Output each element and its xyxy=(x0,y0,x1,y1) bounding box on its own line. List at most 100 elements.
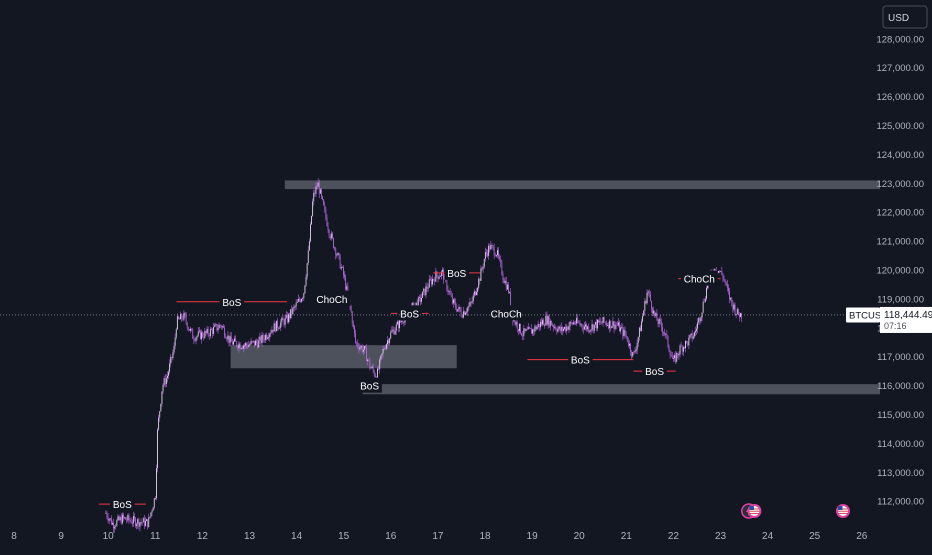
candle-body xyxy=(264,334,266,341)
supply-demand-zone xyxy=(230,345,457,369)
candle-body xyxy=(341,266,343,268)
currency-label: USD xyxy=(888,13,909,24)
currency-button[interactable] xyxy=(882,5,928,29)
candle-body xyxy=(565,326,567,331)
candle-body xyxy=(682,346,684,352)
candle-body xyxy=(277,320,278,328)
candle-body xyxy=(274,323,276,332)
candle-body xyxy=(289,314,290,319)
candle-body xyxy=(603,317,605,322)
candle-body xyxy=(147,519,149,528)
candle-body xyxy=(662,327,663,333)
candle-body xyxy=(117,516,119,521)
time-axis[interactable]: 8 9 10 11 12 13 14 15 16 17 18 19 20 21 22 23 24 25 26 xyxy=(11,531,868,542)
candle-body xyxy=(415,302,417,306)
candle-body xyxy=(726,283,728,288)
candle-body xyxy=(695,330,696,333)
candle-body xyxy=(200,330,201,340)
candle-body xyxy=(292,307,294,315)
candle-body xyxy=(134,516,135,519)
x-tick-label: 15 xyxy=(338,531,350,542)
candle-body xyxy=(646,292,648,304)
candle-body xyxy=(532,329,534,334)
candle-body xyxy=(423,288,425,292)
x-tick-label: 20 xyxy=(574,531,586,542)
candle-body xyxy=(187,328,189,330)
candle-body xyxy=(692,336,694,339)
candle-body xyxy=(325,209,327,218)
candle-body xyxy=(312,201,314,216)
candle-body xyxy=(355,333,356,343)
candle-body xyxy=(471,301,473,303)
candle-body xyxy=(347,286,349,295)
candle-body xyxy=(596,321,597,329)
candle-body xyxy=(481,268,483,270)
candle-body xyxy=(195,337,197,341)
candle-body xyxy=(483,258,485,267)
candle-body xyxy=(526,329,528,331)
candle-body xyxy=(181,313,183,319)
candle-body xyxy=(135,518,136,527)
candle-body xyxy=(239,343,241,349)
candle-body xyxy=(632,352,634,357)
candle-body xyxy=(396,321,398,325)
candle-body xyxy=(256,340,257,343)
candle-body xyxy=(332,233,333,238)
x-tick-label: 11 xyxy=(150,531,161,542)
candle-body xyxy=(479,278,481,281)
candle-body xyxy=(285,314,287,318)
candle-body xyxy=(556,329,558,332)
price-axis[interactable]: 128,000.00 127,000.00 126,000.00 125,000.00… xyxy=(876,34,924,507)
y-tick-label: 114,000.00 xyxy=(877,439,924,450)
candle-body xyxy=(412,302,414,306)
candle-body xyxy=(566,326,568,331)
candle-body xyxy=(523,328,525,336)
candle-body xyxy=(174,337,176,346)
candle-body xyxy=(641,321,642,332)
candle-body xyxy=(247,345,249,348)
candle-body xyxy=(110,518,112,525)
candle-body xyxy=(455,302,457,308)
candle-body xyxy=(601,322,603,324)
candle-body xyxy=(242,345,244,349)
candle-body xyxy=(533,329,535,332)
structure-label-background xyxy=(568,351,593,367)
candle-body xyxy=(602,317,604,323)
candle-body xyxy=(301,299,303,302)
candle-body xyxy=(428,279,430,288)
candle-body xyxy=(644,301,646,311)
candle-body xyxy=(219,325,221,326)
candle-body xyxy=(640,327,641,332)
candle-body xyxy=(116,520,118,526)
candle-body xyxy=(307,250,309,264)
candle-body xyxy=(609,320,611,329)
candle-body xyxy=(653,310,655,314)
structure-label-background xyxy=(680,270,718,286)
candle-body xyxy=(697,322,699,329)
candle-body xyxy=(733,304,735,310)
candle-body xyxy=(366,347,367,361)
candle-body xyxy=(514,319,516,325)
candle-body xyxy=(392,329,394,331)
candle-body xyxy=(642,316,644,322)
candle-body xyxy=(614,324,616,329)
candle-body xyxy=(659,318,661,322)
candle-body xyxy=(470,302,472,304)
candle-body xyxy=(572,322,574,325)
x-tick-label: 14 xyxy=(291,531,303,542)
candle-body xyxy=(227,335,229,340)
candle-body xyxy=(109,518,111,520)
candle-body xyxy=(484,252,486,259)
candle-body xyxy=(433,278,435,280)
candle-body xyxy=(314,192,316,194)
candle-body xyxy=(350,306,352,313)
candle-body xyxy=(553,325,554,328)
candle-body xyxy=(244,345,245,347)
candle-body xyxy=(359,347,361,350)
candle-body xyxy=(509,292,510,293)
candle-body xyxy=(311,215,312,225)
candle-body xyxy=(384,348,386,350)
candle-body xyxy=(371,366,373,368)
